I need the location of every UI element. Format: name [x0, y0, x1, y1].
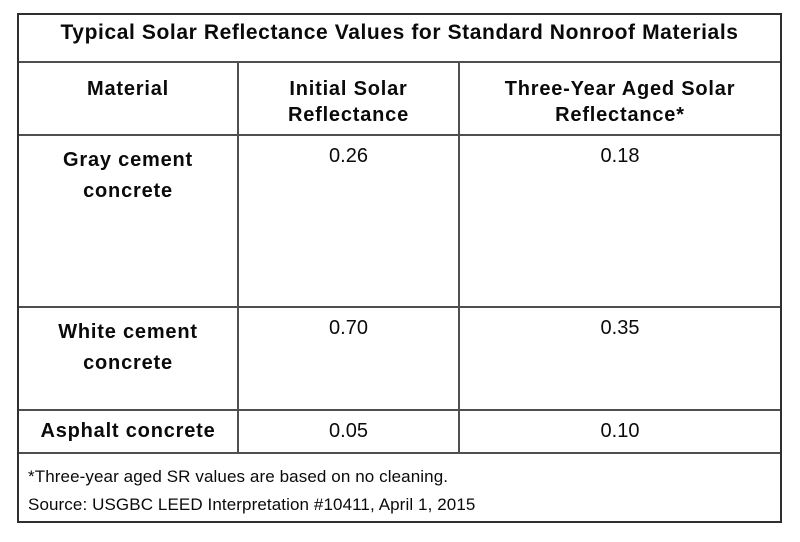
material-cell: Asphalt concrete — [19, 411, 237, 452]
initial-reflectance-value: 0.26 — [237, 136, 458, 306]
source-text: Source: USGBC LEED Interpretation #10411… — [28, 495, 476, 514]
column-header-label: Material — [87, 78, 169, 100]
column-header-initial-solar-reflectance: Initial Solar Reflectance — [237, 63, 458, 134]
aged-reflectance-value: 0.18 — [458, 136, 780, 306]
table-header-row: Material Initial Solar Reflectance Three… — [19, 63, 780, 136]
material-name-line: concrete — [83, 180, 173, 202]
footnote-text: *Three-year aged SR values are based on … — [28, 467, 449, 486]
column-header-three-year-aged-solar-reflectance: Three-Year Aged Solar Reflectance* — [458, 63, 780, 134]
material-cell: Gray cement concrete — [19, 136, 237, 306]
aged-reflectance-value: 0.10 — [458, 411, 780, 452]
material-cell: White cement concrete — [19, 308, 237, 409]
column-header-label-line: Initial Solar — [289, 78, 408, 100]
table-row-white-cement-concrete: White cement concrete 0.70 0.35 — [19, 308, 780, 411]
material-name-line: Asphalt concrete — [40, 420, 216, 442]
table-title: Typical Solar Reflectance Values for Sta… — [60, 21, 739, 44]
initial-reflectance-value: 0.05 — [237, 411, 458, 452]
solar-reflectance-table: Typical Solar Reflectance Values for Sta… — [17, 13, 782, 523]
material-name-line: Gray cement — [63, 149, 193, 171]
column-header-material: Material — [19, 63, 237, 134]
column-header-label-line: Reflectance* — [555, 104, 685, 126]
table-title-row: Typical Solar Reflectance Values for Sta… — [19, 15, 780, 63]
table-row-gray-cement-concrete: Gray cement concrete 0.26 0.18 — [19, 136, 780, 308]
column-header-label-line: Reflectance — [287, 104, 410, 126]
material-name-line: White cement — [58, 321, 198, 343]
table-row-asphalt-concrete: Asphalt concrete 0.05 0.10 — [19, 411, 780, 454]
table-notes-row: *Three-year aged SR values are based on … — [19, 454, 780, 521]
aged-reflectance-value: 0.35 — [458, 308, 780, 409]
material-name-line: concrete — [83, 352, 173, 374]
initial-reflectance-value: 0.70 — [237, 308, 458, 409]
column-header-label-line: Three-Year Aged Solar — [504, 78, 736, 100]
